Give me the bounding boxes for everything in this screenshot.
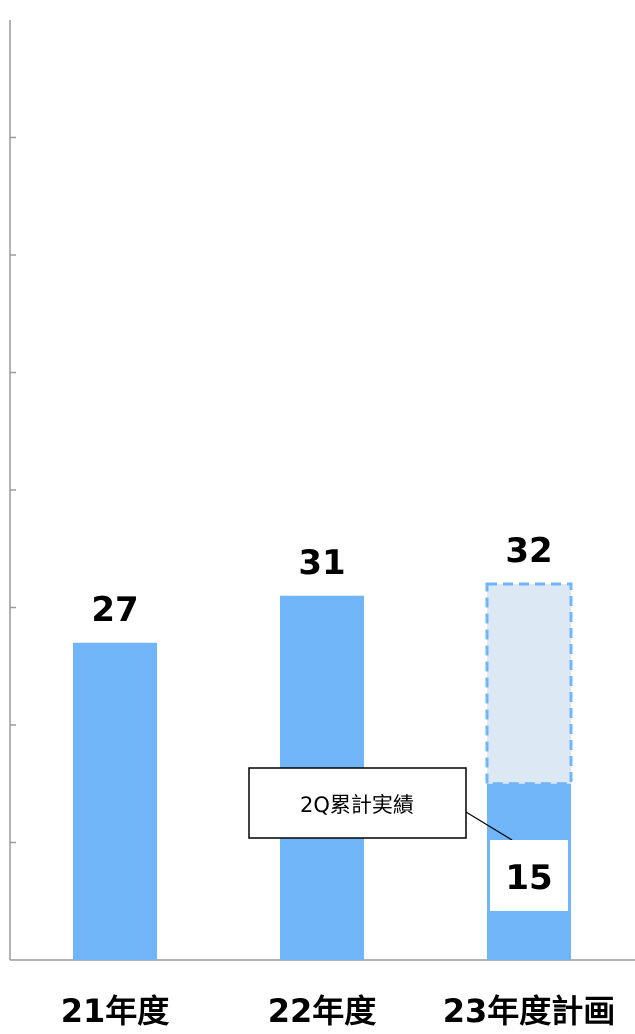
callout-box (248, 767, 467, 839)
bar-value-label: 31 (298, 543, 345, 583)
category-labels: 21年度 22年度 23年度計画 (61, 992, 616, 1030)
callout-leader-line (465, 811, 513, 841)
bar-value-label: 27 (91, 590, 138, 630)
value-labels: 27 31 32 (91, 531, 552, 630)
category-label: 22年度 (268, 992, 377, 1030)
bar-plan-remaining (485, 582, 573, 786)
category-label: 23年度計画 (443, 992, 616, 1030)
actual-value-box (490, 840, 568, 911)
actual-value-label: 15 (505, 858, 552, 898)
category-label: 21年度 (61, 992, 170, 1030)
bar-value-label: 32 (505, 531, 552, 571)
callout: 2Q累計実績 15 (248, 767, 568, 911)
callout-label: 2Q累計実績 (300, 793, 414, 817)
bar (73, 642, 157, 960)
